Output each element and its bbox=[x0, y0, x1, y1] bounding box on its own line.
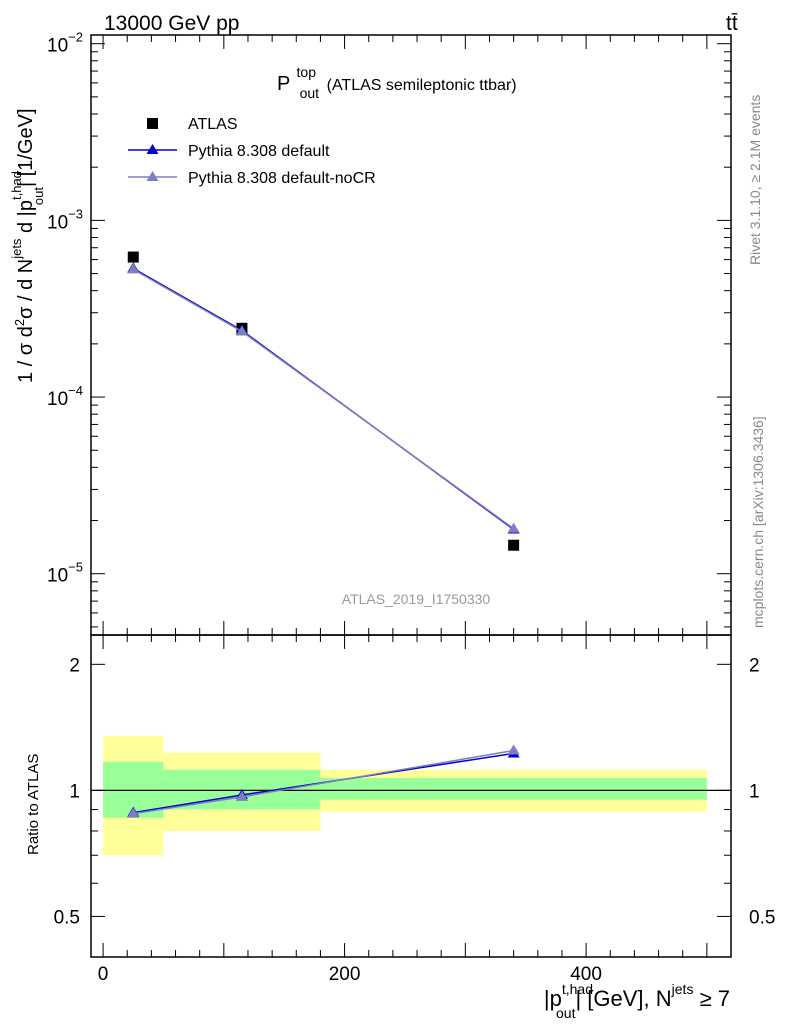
analysis-id: ATLAS_2019_I1750330 bbox=[342, 591, 491, 607]
series-line-nocr bbox=[132, 268, 515, 530]
main-y-axis-label: 1 / σ d2σ / d Njets d |pt,had out| [1/GeV… bbox=[9, 108, 46, 383]
data-point-nocr bbox=[235, 325, 248, 336]
ratio-y-tick-label-right: 2 bbox=[749, 655, 760, 676]
x-tick-label: 400 bbox=[570, 964, 602, 985]
main-frame bbox=[90, 34, 732, 636]
main-y-tick-label-exp: −4 bbox=[68, 383, 83, 398]
legend-marker-atlas bbox=[147, 118, 158, 129]
plot-title-rest: (ATLAS semileptonic ttbar) bbox=[327, 77, 517, 94]
plot-title-sup: top bbox=[297, 64, 317, 80]
data-point-nocr bbox=[507, 522, 520, 533]
ratio-point-nocr bbox=[235, 790, 248, 801]
main-y-tick-label-base: 10 bbox=[47, 36, 68, 57]
plot-title: P top out (ATLAS semileptonic ttbar) bbox=[277, 60, 517, 103]
ratio-y-tick-label-right: 1 bbox=[749, 781, 760, 802]
ratio-panel: 0.5 0.5 1 1 2 2 0 200 400 Ratio to ATLAS bbox=[25, 634, 775, 985]
main-y-tick-label-base: 10 bbox=[47, 212, 68, 233]
main-y-tick-label-exp: −2 bbox=[68, 30, 83, 45]
legend-label-default: Pythia 8.308 default bbox=[188, 143, 330, 160]
plot-title-sub: out bbox=[300, 85, 320, 101]
legend: ATLAS Pythia 8.308 default Pythia 8.308 … bbox=[128, 116, 376, 187]
series-line-default bbox=[132, 267, 515, 531]
data-point-atlas bbox=[127, 251, 139, 263]
legend-label-nocr: Pythia 8.308 default-noCR bbox=[188, 170, 376, 187]
ratio-point-nocr bbox=[507, 744, 520, 755]
x-axis-label: |pt,had out| [GeV], Njets ≥ 7 bbox=[544, 981, 730, 1021]
main-y-tick-label-base: 10 bbox=[47, 566, 68, 587]
legend-marker-default bbox=[146, 144, 159, 154]
mcplots-label: mcplots.cern.ch [arXiv:1306.3436] bbox=[750, 416, 766, 628]
main-y-tick-label-exp: −3 bbox=[68, 206, 83, 221]
ratio-y-axis-label: Ratio to ATLAS bbox=[25, 754, 42, 855]
plot-title-main: P bbox=[277, 73, 290, 95]
main-panel: 10−510−410−310−2 P top out (ATLAS semile… bbox=[9, 30, 732, 636]
ratio-y-tick-label: 0.5 bbox=[54, 907, 80, 928]
data-point-nocr bbox=[127, 263, 140, 274]
ratio-point-nocr bbox=[127, 807, 140, 818]
main-y-tick-label: 10−5 bbox=[47, 560, 83, 587]
ratio-y-tick-label: 2 bbox=[69, 655, 80, 676]
ratio-frame bbox=[90, 634, 732, 958]
x-tick-label: 200 bbox=[329, 964, 361, 985]
main-y-tick-label: 10−3 bbox=[47, 206, 83, 233]
main-y-tick-label: 10−4 bbox=[47, 383, 83, 410]
data-point-atlas bbox=[508, 539, 520, 551]
legend-label-atlas: ATLAS bbox=[188, 116, 238, 133]
main-y-tick-label: 10−2 bbox=[47, 30, 83, 57]
legend-marker-nocr bbox=[146, 171, 159, 181]
energy-label: 13000 GeV pp bbox=[104, 12, 239, 35]
ratio-stat-band bbox=[320, 778, 707, 800]
ratio-y-tick-label-right: 0.5 bbox=[749, 907, 775, 928]
x-tick-label: 0 bbox=[98, 964, 109, 985]
main-y-tick-label-base: 10 bbox=[47, 389, 68, 410]
ratio-y-tick-label: 1 bbox=[69, 781, 80, 802]
main-y-tick-label-exp: −5 bbox=[68, 560, 83, 575]
process-label: tt̄ bbox=[726, 12, 738, 35]
rivet-label: Rivet 3.1.10, ≥ 2.1M events bbox=[747, 95, 763, 265]
